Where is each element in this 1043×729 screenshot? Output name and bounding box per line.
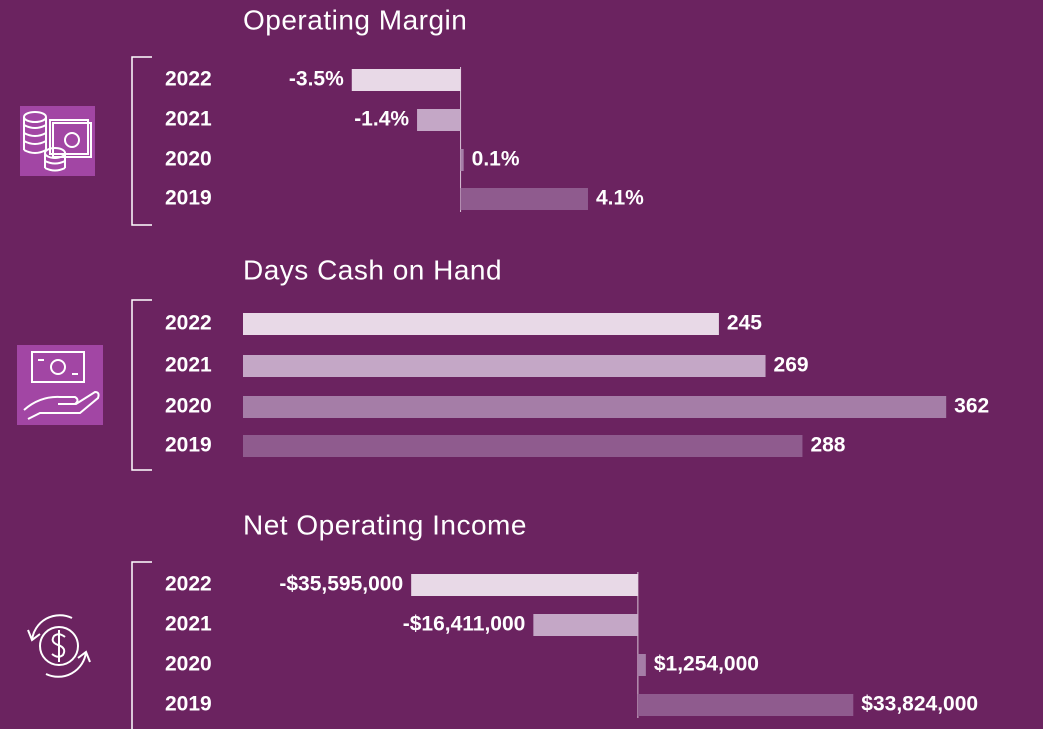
value-label: 0.1% (472, 148, 520, 171)
category-label: 2019 (165, 693, 212, 716)
category-label: 2022 (165, 68, 212, 91)
value-label: $33,824,000 (861, 693, 978, 716)
value-label: $1,254,000 (654, 653, 759, 676)
cash-hand-icon (17, 345, 103, 425)
category-label: 2019 (165, 434, 212, 457)
value-label: 362 (954, 395, 989, 418)
value-label: -$35,595,000 (279, 573, 403, 596)
category-label: 2020 (165, 395, 212, 418)
value-label: -1.4% (354, 108, 409, 131)
bar (460, 149, 464, 171)
bar (243, 435, 803, 457)
value-label: 4.1% (596, 187, 644, 210)
category-label: 2020 (165, 148, 212, 171)
value-label: -$16,411,000 (403, 613, 526, 636)
bar (417, 109, 461, 131)
bar (243, 313, 719, 335)
category-label: 2020 (165, 653, 212, 676)
bar (243, 355, 766, 377)
category-label: 2021 (165, 613, 212, 636)
bracket (131, 56, 152, 226)
bar (637, 694, 854, 716)
value-label: -3.5% (289, 68, 344, 91)
value-label: 269 (774, 354, 809, 377)
bar (411, 574, 638, 596)
bar (243, 396, 947, 418)
chart-title: Operating Margin (243, 4, 467, 35)
category-label: 2022 (165, 573, 212, 596)
bar (351, 69, 461, 91)
chart-title: Days Cash on Hand (243, 254, 502, 285)
value-label: 245 (727, 312, 762, 335)
bracket (131, 561, 152, 729)
bar (637, 654, 646, 676)
category-label: 2022 (165, 312, 212, 335)
bar (460, 188, 588, 210)
bracket (131, 299, 152, 471)
category-label: 2019 (165, 187, 212, 210)
bar (533, 614, 638, 636)
dollar-cycle-icon (27, 614, 91, 678)
value-label: 288 (810, 434, 845, 457)
category-label: 2021 (165, 354, 212, 377)
coins-icon (20, 106, 95, 176)
chart-title: Net Operating Income (243, 509, 527, 540)
category-label: 2021 (165, 108, 212, 131)
